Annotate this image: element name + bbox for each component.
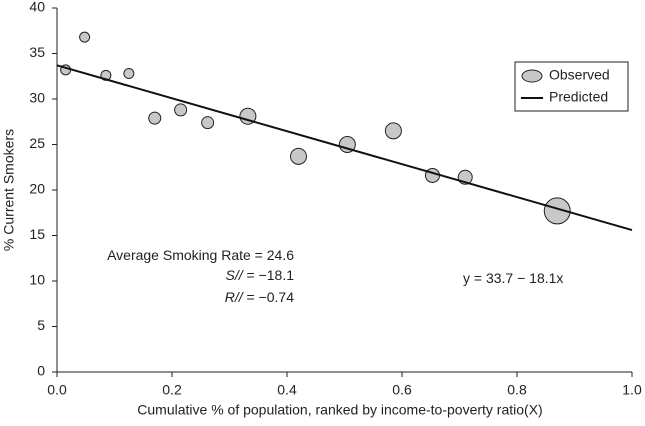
observed-point (201, 116, 215, 130)
annotation-text: y = 33.7 − 18.1x (463, 270, 563, 286)
annotation-text: = −18.1 (243, 267, 295, 283)
observed-point (338, 136, 356, 153)
legend-marker (521, 69, 543, 83)
x-tick-label: 0.6 (392, 382, 412, 398)
predicted-line (56, 64, 633, 232)
x-tick-label: 1.0 (622, 382, 642, 398)
annotation-text: Average Smoking Rate = 24.6 (107, 247, 294, 263)
legend-label: Observed (549, 67, 610, 83)
annotation: Average Smoking Rate = 24.6 (107, 247, 294, 263)
y-tick-label: 15 (29, 226, 45, 242)
y-tick-label: 40 (29, 0, 45, 15)
legend-label: Predicted (549, 89, 608, 105)
observed-point (384, 122, 402, 140)
observed-point (123, 68, 135, 80)
annotation: S// = −18.1 (225, 267, 294, 283)
y-tick-label: 30 (29, 90, 45, 106)
observed-point (79, 31, 91, 43)
y-axis-label: % Current Smokers (1, 129, 17, 251)
y-tick-label: 0 (37, 363, 45, 379)
observed-point (543, 197, 571, 225)
annotation-symbol: S// (225, 267, 244, 283)
y-tick-label: 5 (37, 317, 45, 333)
annotation-symbol: R// (225, 289, 245, 305)
observed-point (174, 103, 188, 117)
y-tick-label: 20 (29, 181, 45, 197)
x-tick-label: 0.4 (277, 382, 297, 398)
annotation: R// = −0.74 (225, 289, 294, 305)
annotation-text: = −0.74 (243, 289, 295, 305)
y-tick-label: 10 (29, 272, 45, 288)
x-tick-label: 0.2 (162, 382, 182, 398)
x-tick-label: 0.8 (507, 382, 527, 398)
observed-point (290, 147, 307, 165)
y-tick-label: 25 (29, 135, 45, 151)
x-axis-label: Cumulative % of population, ranked by in… (137, 402, 542, 418)
observed-point (148, 111, 162, 125)
y-tick-label: 35 (29, 44, 45, 60)
annotation: y = 33.7 − 18.1x (463, 270, 563, 286)
x-tick-label: 0.0 (47, 382, 67, 398)
